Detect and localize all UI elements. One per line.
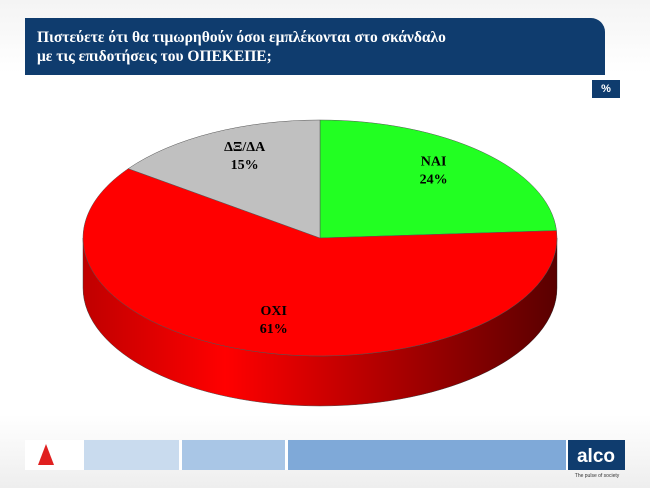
- slice-label: ΝΑΙ: [421, 154, 447, 169]
- value-label: 61%: [260, 322, 288, 337]
- value-label: 15%: [231, 158, 259, 173]
- logo: alco: [577, 446, 615, 467]
- footer: alco The pulse of society: [25, 440, 625, 479]
- slice: [82, 168, 558, 357]
- footer-segment: [288, 440, 566, 470]
- tagline: The pulse of society: [575, 473, 620, 479]
- chart-title: Πιστεύετε ότι θα τιμωρηθούν όσοι εμπλέκο…: [25, 18, 605, 75]
- footer-segment: [182, 440, 285, 470]
- footer-segment: [84, 440, 179, 470]
- slice-label: ΔΞ/ΔΑ: [224, 140, 266, 155]
- slice-side-shade: [83, 238, 557, 406]
- unit-badge: %: [592, 80, 620, 98]
- slice-label: ΟΧΙ: [260, 304, 286, 319]
- logo-box: [568, 440, 625, 470]
- slice: [127, 119, 321, 239]
- slice: [319, 119, 557, 239]
- value-label: 24%: [420, 172, 448, 187]
- left-logo: [38, 444, 54, 465]
